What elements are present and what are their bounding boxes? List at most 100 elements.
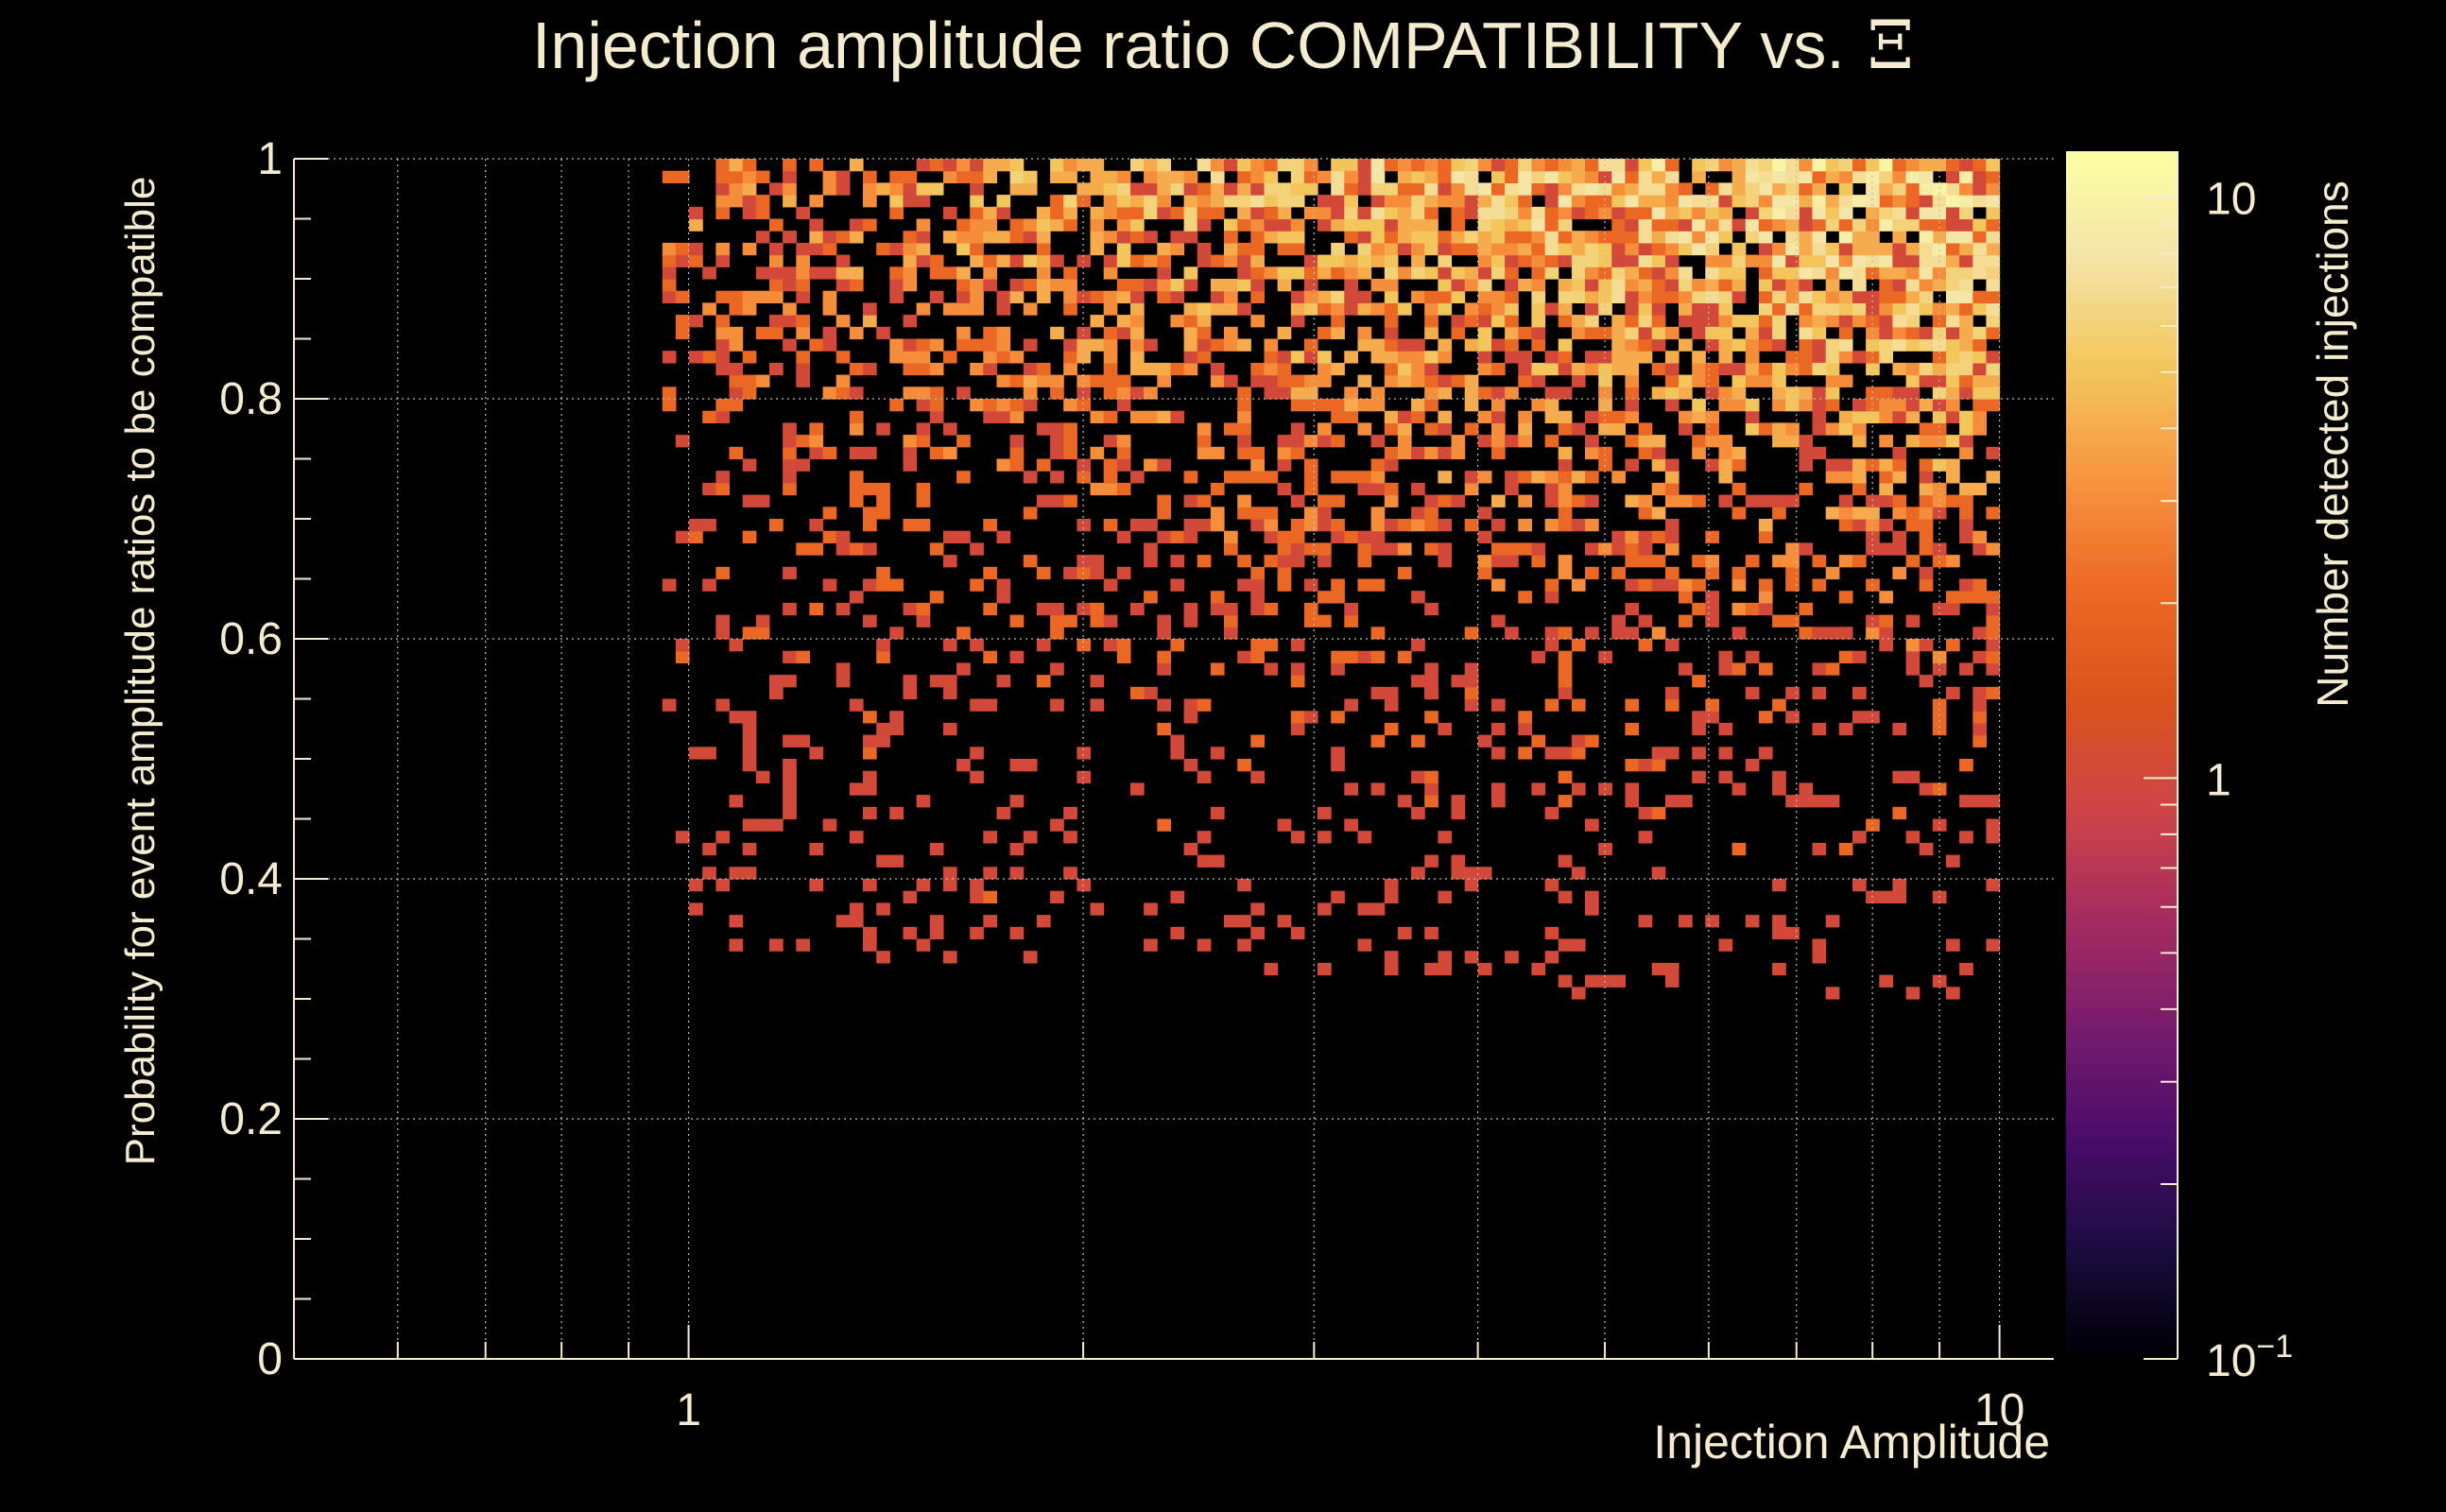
heatmap-cell [1812,722,1827,736]
heatmap-cell [1250,446,1265,460]
heatmap-cell [1585,902,1599,916]
heatmap-cell [956,170,971,183]
heatmap-cell [1812,302,1827,316]
heatmap-cell [1438,159,1453,172]
heatmap-cell [1905,242,1921,256]
heatmap-cell [1518,494,1532,507]
heatmap-cell [1303,338,1318,352]
heatmap-cell [1585,519,1599,532]
heatmap-cell [1838,266,1853,280]
heatmap-cell [1932,722,1947,736]
heatmap-cell [1585,410,1599,423]
heatmap-cell [1825,266,1840,280]
heatmap-cell [1077,458,1092,472]
heatmap-cell [1638,614,1653,627]
heatmap-cell [1344,410,1358,423]
heatmap-cell [1116,566,1131,580]
heatmap-cell [996,399,1011,412]
heatmap-cell [1023,831,1038,844]
heatmap-cell [822,578,837,592]
heatmap-cell [1571,231,1586,244]
heatmap-cell [675,170,690,183]
heatmap-cell [715,399,731,412]
heatmap-cell [1852,410,1867,423]
heatmap-cell [1679,315,1693,328]
heatmap-cell [983,351,997,364]
colorbar-segment [2066,857,2178,865]
heatmap-cell [1544,302,1559,316]
heatmap-cell [970,254,984,267]
colorbar-segment [2066,882,2178,889]
heatmap-cell [1838,351,1853,364]
heatmap-cell [1972,542,1987,556]
heatmap-cell [1477,195,1492,208]
heatmap-cell [1277,279,1292,292]
heatmap-cell [1144,555,1158,568]
heatmap-cell [1370,782,1386,796]
heatmap-cell [1224,182,1238,196]
heatmap-cell [1638,351,1653,364]
heatmap-cell [1303,458,1318,472]
heatmap-cell [1090,902,1105,916]
chart-title: Injection amplitude ratio COMPATIBILITY … [532,7,1914,84]
heatmap-cell [1571,578,1586,592]
heatmap-cell [1491,182,1506,196]
heatmap-cell [1491,195,1506,208]
heatmap-cell [956,471,971,484]
heatmap-cell [1144,254,1158,267]
colorbar-segment [2066,695,2178,702]
colorbar-segment [2066,350,2178,358]
heatmap-cell [1250,507,1265,520]
heatmap-cell [876,182,890,196]
heatmap-cell [1397,302,1412,316]
heatmap-cell [1438,351,1453,364]
heatmap-cell [1384,879,1399,892]
y-tick-label: 0.6 [219,614,283,664]
heatmap-cell [1518,182,1532,196]
colorbar-segment [2066,1057,2178,1064]
heatmap-cell [1905,639,1921,652]
colorbar-segment [2066,1274,2178,1281]
heatmap-cell [916,362,931,376]
heatmap-cell [1959,195,1973,208]
heatmap-cell [1585,315,1599,328]
heatmap-cell [1438,338,1453,352]
heatmap-cell [1250,734,1265,747]
heatmap-cell [1250,639,1265,652]
heatmap-cell [1611,422,1626,436]
heatmap-cell [996,374,1011,387]
heatmap-cell [1384,351,1399,364]
heatmap-cell [1986,351,2001,364]
heatmap-cell [1116,218,1131,232]
heatmap-cell [1237,494,1251,507]
heatmap-cell [1237,759,1251,772]
heatmap-cell [983,399,997,412]
heatmap-cell [1946,458,1960,472]
heatmap-cell [1116,482,1131,496]
heatmap-cell [1919,578,1934,592]
heatmap-cell [1825,662,1840,676]
heatmap-cell [1558,854,1573,868]
heatmap-cell [1130,519,1145,532]
heatmap-cell [1611,242,1626,256]
heatmap-cell [1518,326,1532,340]
heatmap-cell [1318,374,1332,387]
heatmap-cell [1946,302,1960,316]
heatmap-cell [1758,711,1773,724]
heatmap-cell [1585,494,1599,507]
heatmap-cell [1972,795,1987,808]
colorbar-segment [2066,230,2178,237]
heatmap-cell [1972,290,1987,303]
heatmap-cell [1531,279,1546,292]
heatmap-cell [742,159,757,172]
heatmap-cell [1986,831,2001,844]
heatmap-cell [1558,218,1573,232]
heatmap-cell [1879,482,1893,496]
heatmap-cell [1103,254,1118,267]
heatmap-cell [1224,159,1238,172]
heatmap-cell [1050,159,1064,172]
heatmap-cell [1879,399,1893,412]
heatmap-cell [1157,290,1171,303]
heatmap-cell [1879,159,1893,172]
heatmap-cell [1598,399,1612,412]
